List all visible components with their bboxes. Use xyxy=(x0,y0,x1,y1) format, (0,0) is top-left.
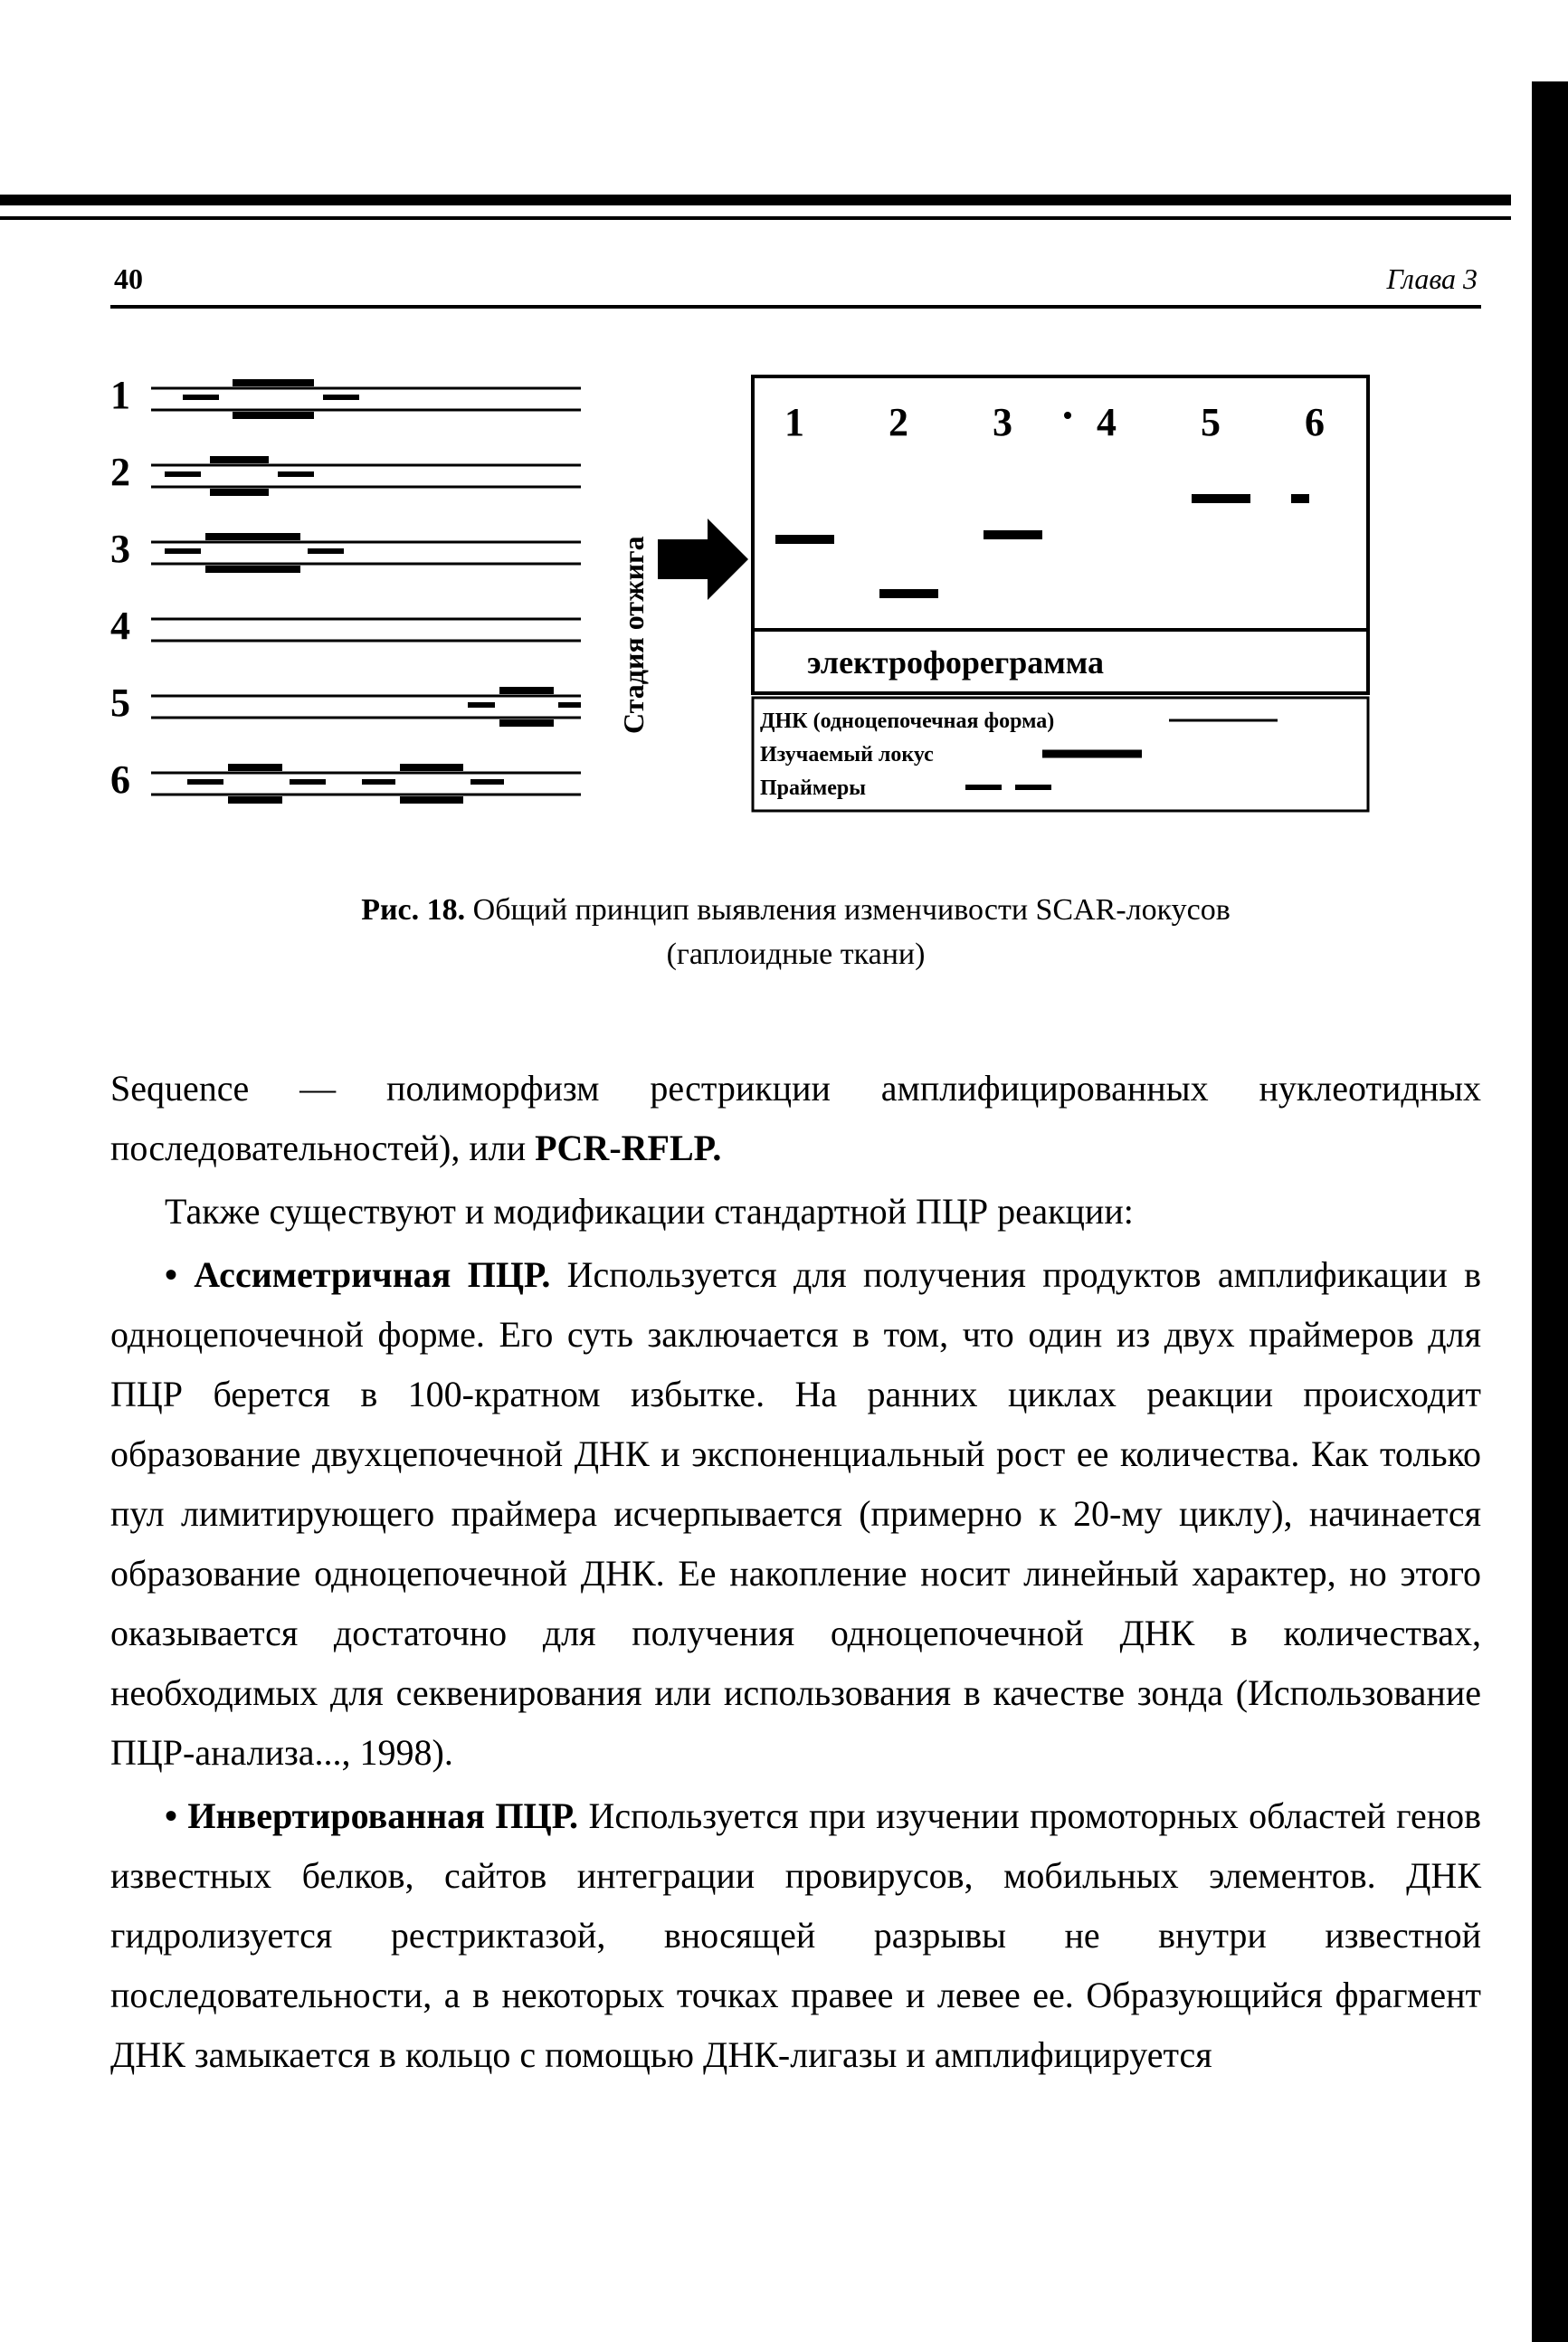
figure-18: 1 2 3 4 5 6 Стадия отжига 1 2 3 4 5 6 эл… xyxy=(110,354,1481,833)
scan-edge xyxy=(1532,81,1568,2342)
chapter-title: Глава 3 xyxy=(1386,262,1478,296)
figure-caption: Рис. 18. Общий принцип выявления изменчи… xyxy=(110,888,1481,977)
content-column: 40 Глава 3 1 2 3 4 5 6 Стадия отжига 1 2… xyxy=(110,262,1481,2089)
frame-rule-thin xyxy=(0,216,1511,220)
caption-prefix: Рис. 18. xyxy=(361,893,465,927)
body-text: Sequence — полиморфизм рестрикции амплиф… xyxy=(110,1059,1481,2085)
caption-line2: (гаплоидные ткани) xyxy=(667,938,926,971)
body-p1b: PCR-RFLP. xyxy=(535,1128,721,1168)
body-p1a: Sequence — полиморфизм рестрикции амплиф… xyxy=(110,1068,1481,1168)
header-rule xyxy=(110,305,1481,309)
page: 40 Глава 3 1 2 3 4 5 6 Стадия отжига 1 2… xyxy=(0,0,1568,2342)
body-p2: Также существуют и модификации стандартн… xyxy=(165,1191,1134,1232)
body-p4a: • Инвертированная ПЦР. xyxy=(165,1795,578,1836)
running-header: 40 Глава 3 xyxy=(110,262,1481,300)
body-p3b: Используется для получения продуктов амп… xyxy=(110,1254,1481,1773)
caption-text: Общий принцип выявления изменчивости SCA… xyxy=(465,893,1231,927)
figure-svg xyxy=(110,354,1481,833)
frame-rule-thick xyxy=(0,195,1511,205)
body-p3a: • Ассиметричная ПЦР. xyxy=(165,1254,550,1295)
page-number: 40 xyxy=(114,262,143,296)
body-p4b: Используется при изучении промоторных об… xyxy=(110,1795,1481,2075)
